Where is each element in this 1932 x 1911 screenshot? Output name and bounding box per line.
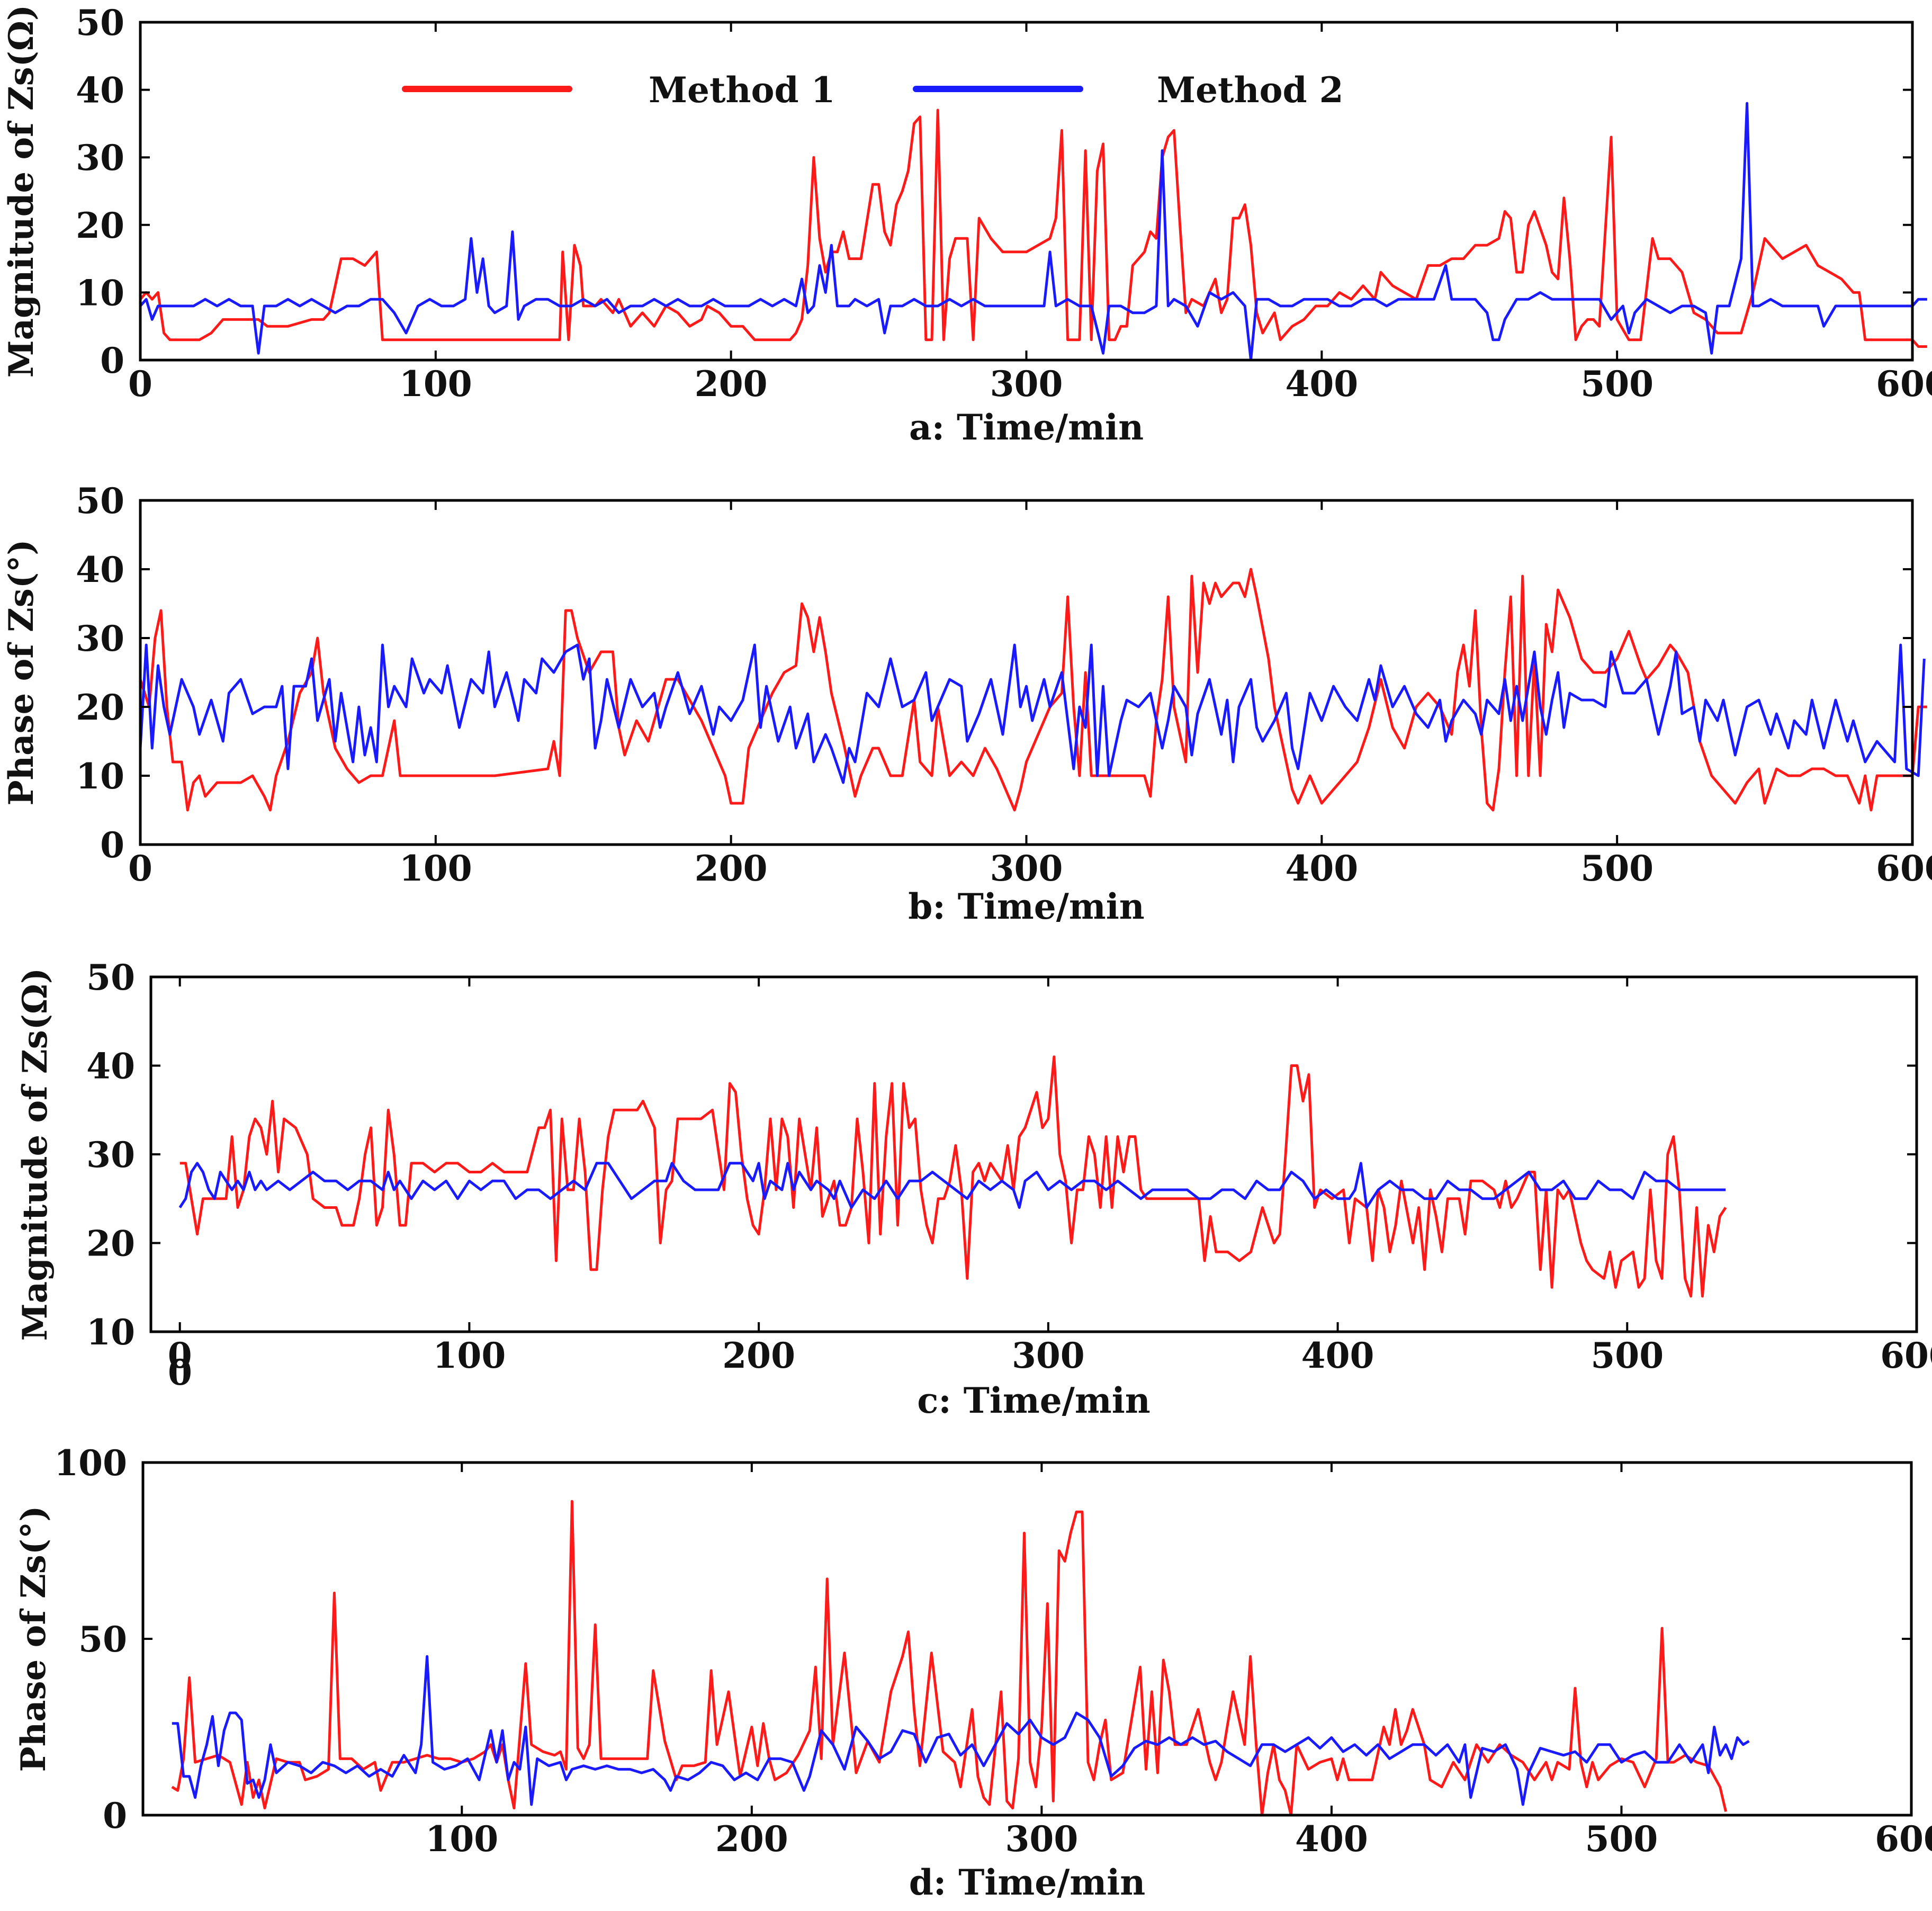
panel-c-x-axis-label: c: Time/min	[917, 1380, 1151, 1421]
panel-a-x-tick-label: 200	[695, 363, 768, 405]
panel-c-x-tick-label: 0	[168, 1335, 192, 1376]
legend-label-method1: Method 1	[649, 69, 835, 111]
panel-c-x-tick-label: 500	[1590, 1335, 1664, 1376]
panel-c-axes-frame	[149, 975, 1918, 1333]
panel-a-y-tick-label: 30	[76, 137, 124, 178]
panel-a-x-tick-label: 400	[1285, 363, 1358, 405]
panel-a-y-axis-label: Magnitude of Zs(Ω)	[2, 5, 41, 378]
panel-c-y-axis-label: Magnitude of Zs(Ω)	[15, 968, 55, 1341]
panel-d-series-method2-line	[172, 1655, 1750, 1806]
panel-c-x-tick-label: 100	[433, 1335, 506, 1376]
panel-c-y-tick-label: 40	[86, 1046, 135, 1087]
panel-a-x-tick-label: 500	[1580, 363, 1654, 405]
panel-a-series-method1-line	[139, 109, 1927, 348]
panel-c-series-method1-line	[179, 1055, 1727, 1298]
panel-b-y-tick-label: 40	[76, 549, 124, 590]
panel-b-axes-frame	[139, 499, 1914, 846]
panel-b-y-tick-label: 10	[76, 756, 124, 797]
panel-a-magnitude-chart: 0 100 200 300 400 500 600 0 10 20 30 40 50 a: Time/mi…	[2, 2, 1932, 448]
panel-d-x-tick-label: 400	[1295, 1818, 1368, 1860]
panel-b-x-tick-label: 0	[128, 848, 152, 889]
panel-c-x-tick-label: 600	[1880, 1335, 1932, 1376]
panel-c-x-tick-label: 400	[1301, 1335, 1374, 1376]
panel-b-series-method2-line	[139, 643, 1926, 784]
panel-d-x-tick-label: 100	[425, 1818, 498, 1860]
panel-a-y-tick-label: 0	[100, 340, 124, 381]
panel-b-y-tick-label: 20	[76, 687, 124, 728]
panel-c-x-tick-label: 300	[1012, 1335, 1085, 1376]
panel-b-series-method1-line	[139, 568, 1927, 812]
panel-a-x-tick-label: 600	[1876, 363, 1932, 405]
panel-d-y-tick-label: 50	[78, 1619, 127, 1660]
panel-b-y-axis-label: Phase of Zs(°)	[2, 540, 41, 806]
panel-b-x-tick-label: 300	[990, 848, 1063, 889]
panel-b-x-tick-label: 400	[1285, 848, 1358, 889]
panel-d-x-tick-label: 500	[1585, 1818, 1658, 1860]
panel-c-y-tick-label: 20	[86, 1223, 135, 1264]
panel-c-y-tick-label: 50	[86, 957, 135, 998]
panel-c-x-zero-label: 0	[168, 1352, 192, 1393]
panel-d-x-tick-label: 600	[1875, 1818, 1932, 1860]
panel-a-y-tick-label: 50	[76, 2, 124, 43]
panel-d-x-tick-label: 300	[1005, 1818, 1078, 1860]
legend: Method 1 Method 2	[402, 69, 1344, 111]
panel-a-x-tick-label: 100	[399, 363, 472, 405]
panel-a-y-tick-label: 10	[76, 272, 124, 313]
panel-c-y-tick-label: 10	[86, 1312, 135, 1353]
panel-a-series-method2-line	[139, 102, 1927, 362]
legend-label-method2: Method 2	[1157, 69, 1344, 111]
panel-a-x-axis-label: a: Time/min	[909, 407, 1144, 448]
panel-d-y-tick-label: 0	[103, 1795, 127, 1836]
panel-a-y-tick-label: 20	[76, 205, 124, 246]
panel-b-y-tick-label: 0	[100, 824, 124, 866]
panel-d-x-axis-label: d: Time/min	[909, 1862, 1146, 1903]
panel-c-x-tick-label: 200	[722, 1335, 795, 1376]
panel-c-magnitude-chart: 0 100 200 300 400 500 600 10 20 30 40 50 c: Time/min…	[15, 957, 1932, 1421]
panel-d-series-method1-line	[171, 1500, 1728, 1817]
panel-a-x-tick-label: 0	[128, 363, 152, 405]
panel-b-x-tick-label: 200	[695, 848, 768, 889]
panel-b-x-tick-label: 100	[399, 848, 472, 889]
panel-a-x-tick-label: 300	[990, 363, 1063, 405]
panel-d-phase-chart: 100 200 300 400 500 600 0 50 100 d: Time/min Phase…	[14, 1442, 1932, 1903]
panel-c-y-tick-label: 30	[86, 1134, 135, 1176]
panel-b-y-tick-label: 30	[76, 618, 124, 659]
panel-d-y-tick-label: 100	[54, 1442, 127, 1484]
panel-a-y-tick-label: 40	[76, 70, 124, 111]
panel-a-axes-frame	[139, 21, 1914, 362]
panel-d-y-axis-label: Phase of Zs(°)	[14, 1506, 53, 1772]
panel-b-y-tick-label: 50	[76, 480, 124, 522]
panel-b-phase-chart: 0 100 200 300 400 500 600 0 10 20 30 40 50 b: Time/mi…	[2, 480, 1932, 927]
panel-d-x-tick-label: 200	[715, 1818, 788, 1860]
panel-b-x-tick-label: 600	[1876, 848, 1932, 889]
panel-b-x-tick-label: 500	[1580, 848, 1654, 889]
panel-b-x-axis-label: b: Time/min	[908, 886, 1145, 927]
panel-c-series-method2-line	[178, 1162, 1726, 1209]
